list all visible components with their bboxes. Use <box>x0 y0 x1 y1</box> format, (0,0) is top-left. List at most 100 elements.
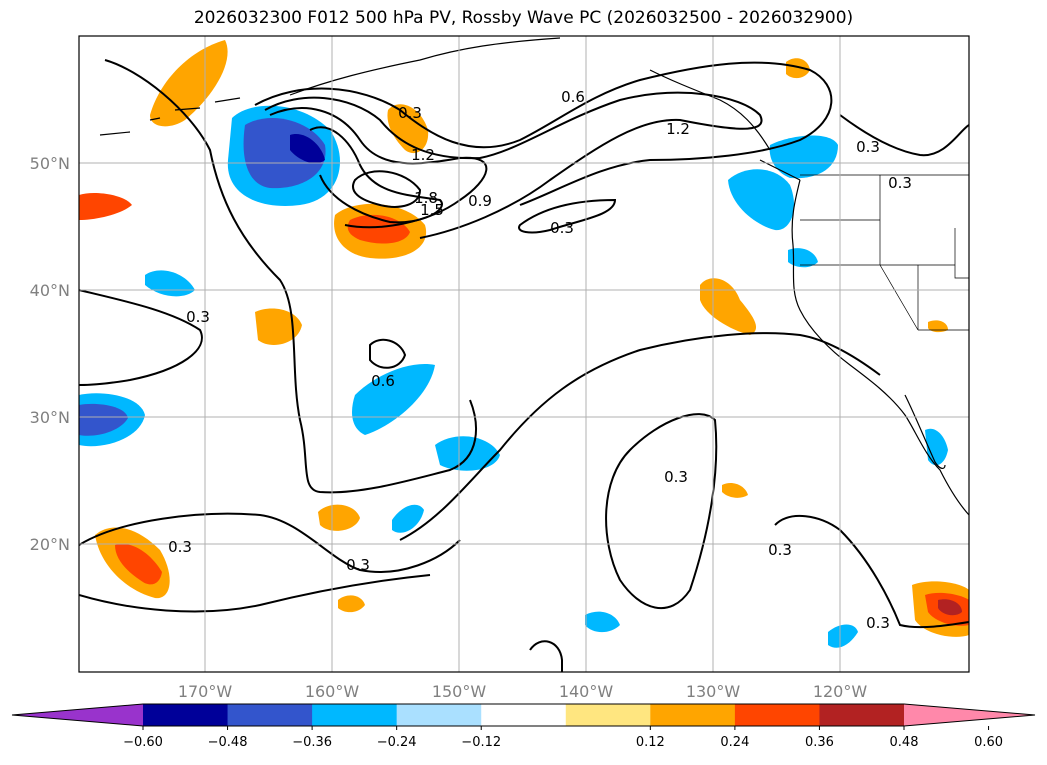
map-title: 2026032300 F012 500 hPa PV, Rossby Wave … <box>193 8 854 28</box>
lat-label: 50°N <box>30 154 70 173</box>
contour-0.3-ne <box>839 114 969 157</box>
anomaly-negative-1-peak <box>290 134 325 164</box>
contour-0.3-subtropic <box>399 332 881 541</box>
colorbar-tick-label: 0.24 <box>720 735 749 750</box>
anomaly-negative-3-core <box>79 403 128 436</box>
lat-label: 30°N <box>30 408 70 427</box>
colorbar-tick-label: −0.60 <box>123 735 163 750</box>
colorbar-tick-label: −0.12 <box>461 735 501 750</box>
colorbar-segment <box>312 704 398 726</box>
contour-0.3-mid <box>518 198 617 234</box>
anomaly-positive-4 <box>79 193 132 220</box>
colorbar-tick-label: −0.24 <box>377 735 417 750</box>
colorbar-segment <box>650 704 736 726</box>
contour-0.3-south <box>79 512 461 573</box>
contour-0.3-small <box>529 640 563 672</box>
anomaly-negative-1-core <box>243 117 326 189</box>
contour-label: 0.3 <box>186 308 210 326</box>
map-frame <box>78 35 970 673</box>
colorbar-segment <box>734 704 820 726</box>
anomaly-negative-10 <box>925 428 948 466</box>
contour-label: 0.3 <box>346 556 370 574</box>
contour-label: 1.8 <box>414 189 438 207</box>
longitude-labels: 170°W 160°W 150°W 140°W 130°W 120°W <box>178 682 868 701</box>
contour-0.3-outer <box>79 289 203 386</box>
contour-label: 0.3 <box>856 138 880 156</box>
contour-1.5 <box>309 126 443 224</box>
colorbar-tick-label: 0.12 <box>636 735 665 750</box>
lon-label: 120°W <box>813 682 868 701</box>
coastlines <box>99 37 969 516</box>
graticule <box>79 36 969 672</box>
contour-label: 1.2 <box>411 146 435 164</box>
anomaly-negative-5 <box>435 436 500 471</box>
anomaly-positive-13 <box>928 320 948 333</box>
colorbar-tick-label: 0.48 <box>890 735 919 750</box>
contour-label: 0.3 <box>550 219 574 237</box>
contour-label: 0.9 <box>468 192 492 210</box>
colorbar-tick-label: −0.48 <box>208 735 248 750</box>
colorbar-tick-label: 0.60 <box>974 735 1003 750</box>
colorbar-extend-low <box>12 704 143 726</box>
contour-labels: 0.6 1.2 0.3 1.2 1.8 1.5 0.9 0.3 0.3 0.6 … <box>168 88 912 632</box>
anomaly-positive-11-peak <box>938 599 962 616</box>
alaska-coastline <box>289 37 801 181</box>
contour-0.9 <box>264 91 763 239</box>
colorbar: −0.60 −0.48 −0.36 −0.24 −0.12 0.12 0.24 0.36 0.4… <box>11 703 1036 750</box>
lon-label: 140°W <box>559 682 614 701</box>
anomaly-positive-7-core <box>115 543 162 585</box>
anomaly-negative-9 <box>788 248 818 268</box>
anomaly-positive-3 <box>387 104 429 154</box>
colorbar-tick-label: −0.36 <box>292 735 332 750</box>
contour-label: 1.2 <box>666 120 690 138</box>
lon-label: 150°W <box>432 682 487 701</box>
contour-0.3-main <box>104 59 477 494</box>
colorbar-segment <box>481 704 567 726</box>
contour-label: 0.3 <box>888 174 912 192</box>
contour-label: 0.3 <box>768 541 792 559</box>
anomaly-positive-6 <box>318 504 360 531</box>
colorbar-segment <box>565 704 651 726</box>
anomaly-negative-11 <box>585 611 620 633</box>
anomaly-positive-12 <box>722 483 748 498</box>
aleutian-islands <box>99 97 241 136</box>
lon-label: 160°W <box>305 682 360 701</box>
contour-label: 0.6 <box>371 372 395 390</box>
contour-lines <box>79 59 969 672</box>
contour-0.6 <box>254 61 833 206</box>
colorbar-extend-high <box>904 704 1035 726</box>
latitude-labels: 50°N 40°N 30°N 20°N <box>30 154 70 554</box>
anomaly-negative-8 <box>769 135 838 179</box>
lat-label: 40°N <box>30 281 70 300</box>
anomaly-negative-6 <box>392 504 424 533</box>
lon-label: 130°W <box>686 682 741 701</box>
contour-1.8 <box>352 170 422 208</box>
contour-label: 0.3 <box>866 614 890 632</box>
contour-0.3-southmost <box>79 574 431 613</box>
contour-0.3-east <box>605 413 718 609</box>
colorbar-segment <box>396 704 482 726</box>
state-border-lines <box>800 175 969 331</box>
contour-label: 0.3 <box>398 104 422 122</box>
contour-label: 0.3 <box>664 468 688 486</box>
anomaly-positive-8 <box>338 595 365 613</box>
anomaly-negative-2 <box>145 270 195 297</box>
state-borders <box>800 174 969 331</box>
anomaly-negative-12 <box>828 624 858 648</box>
contour-0.3-se <box>774 514 969 629</box>
colorbar-segment <box>143 704 229 726</box>
anomaly-positive-2 <box>150 40 228 127</box>
anomaly-negative-7 <box>728 169 795 231</box>
lat-label: 20°N <box>30 535 70 554</box>
colorbar-segment <box>819 704 905 726</box>
contour-label: 1.5 <box>420 201 444 219</box>
colorbar-segment <box>227 704 313 726</box>
shaded-anomalies <box>79 40 969 648</box>
anomaly-positive-10 <box>786 58 810 79</box>
contour-label: 0.3 <box>168 538 192 556</box>
contour-0.6-island <box>369 338 407 369</box>
anomaly-positive-5 <box>255 308 302 345</box>
anomaly-positive-9 <box>700 278 757 335</box>
